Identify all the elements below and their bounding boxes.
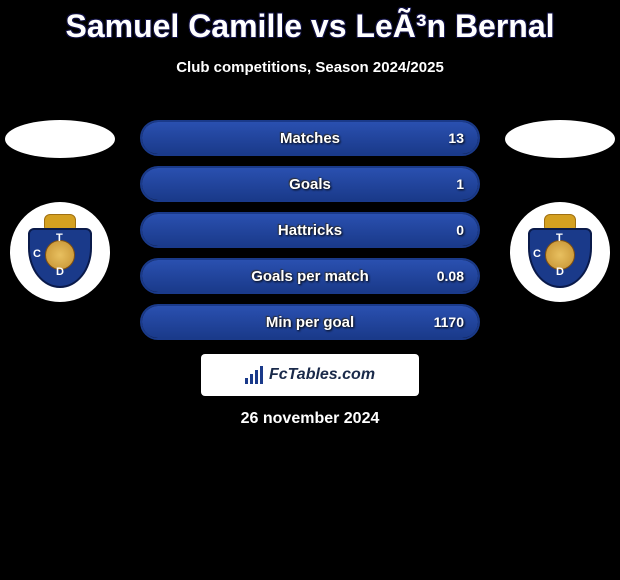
shield-letter-t: T — [56, 232, 63, 244]
stat-value-right: 1 — [456, 176, 464, 192]
stat-row: Hattricks 0 — [140, 212, 480, 248]
stat-row: Matches 13 — [140, 120, 480, 156]
club-badge-right: C T D — [510, 202, 610, 302]
site-logo[interactable]: FcTables.com — [201, 354, 419, 396]
stat-row: Goals 1 — [140, 166, 480, 202]
stat-value-right: 0.08 — [437, 268, 464, 284]
stat-value-right: 1170 — [434, 314, 464, 330]
stat-value-right: 0 — [456, 222, 464, 238]
shield-letter-c: C — [33, 248, 41, 260]
shield-letter-t: T — [556, 232, 563, 244]
stat-label: Hattricks — [278, 222, 342, 239]
site-logo-text: FcTables.com — [269, 366, 375, 384]
stat-row: Min per goal 1170 — [140, 304, 480, 340]
stat-label: Goals — [289, 176, 331, 193]
stats-panel: Matches 13 Goals 1 Hattricks 0 Goals per match… — [140, 120, 480, 340]
stat-label: Min per goal — [266, 314, 354, 331]
player-right-column: C T D — [500, 120, 620, 302]
stat-label: Goals per match — [251, 268, 369, 285]
shield-icon: C T D — [528, 216, 592, 288]
stat-value-right: 13 — [448, 130, 464, 146]
club-badge-left: C T D — [10, 202, 110, 302]
player-left-column: C T D — [0, 120, 120, 302]
country-flag-left — [5, 120, 115, 158]
shield-icon: C T D — [28, 216, 92, 288]
stat-label: Matches — [280, 130, 340, 147]
bar-chart-icon — [245, 366, 265, 384]
country-flag-right — [505, 120, 615, 158]
shield-letter-d: D — [556, 266, 564, 278]
date-label: 26 november 2024 — [0, 410, 620, 428]
page-title: Samuel Camille vs LeÃ³n Bernal — [0, 0, 620, 45]
page-subtitle: Club competitions, Season 2024/2025 — [0, 59, 620, 76]
stat-row: Goals per match 0.08 — [140, 258, 480, 294]
shield-letter-c: C — [533, 248, 541, 260]
shield-letter-d: D — [56, 266, 64, 278]
comparison-widget: Samuel Camille vs LeÃ³n Bernal Club comp… — [0, 0, 620, 580]
